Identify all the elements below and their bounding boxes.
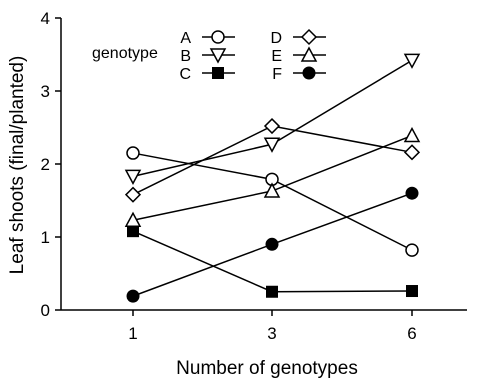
y-tick-label: 3: [41, 82, 50, 101]
y-tick-label: 1: [41, 228, 50, 247]
axes: [55, 17, 467, 316]
legend-label-a: A: [180, 30, 191, 47]
legend-label-e: E: [271, 48, 282, 65]
y-tick-label: 0: [41, 301, 50, 320]
x-tick-label: 1: [128, 324, 137, 343]
series-c-point: [266, 285, 278, 298]
legend-marker-d: [300, 28, 318, 46]
series-d-point: [124, 186, 142, 203]
x-tick-label: 3: [267, 324, 276, 343]
series-e-point: [403, 126, 421, 143]
series-f-point: [405, 186, 419, 200]
legend-marker-c: [212, 67, 224, 79]
legend-marker-b: [209, 48, 227, 64]
legend: genotype ABC DEF: [92, 28, 326, 83]
x-axis-label: Number of genotypes: [176, 358, 358, 379]
series-e-point: [124, 211, 142, 227]
series-d-point: [403, 144, 421, 161]
series-f-point: [265, 237, 279, 251]
legend-marker-e: [300, 46, 318, 62]
legend-label-c: C: [179, 66, 191, 83]
y-tick-label: 4: [41, 9, 50, 28]
series-a-point: [126, 146, 140, 160]
series-b-point: [124, 169, 142, 185]
series-a-point: [405, 243, 419, 257]
series-f-point: [126, 289, 140, 303]
y-tick-label: 2: [41, 155, 50, 174]
series-a-line: [132, 152, 413, 251]
legend-marker-f: [302, 66, 316, 80]
series-markers: [124, 53, 421, 303]
series-c-point: [406, 285, 418, 298]
legend-marker-a: [211, 30, 225, 44]
legend-label-b: B: [180, 48, 191, 65]
x-tick-label: 6: [407, 324, 416, 343]
legend-label-f: F: [272, 66, 282, 83]
y-axis-label: Leaf shoots (final/planted): [7, 56, 28, 275]
series-d-point: [263, 117, 281, 135]
legend-label-d: D: [270, 30, 282, 47]
series-b-point: [263, 137, 281, 153]
series-e-point: [263, 182, 281, 198]
series-c-point: [127, 225, 139, 238]
legend-title: genotype: [92, 45, 158, 62]
tick-labels: 0 1 2 3 4 1 3 6: [41, 9, 417, 343]
series-b-point: [403, 53, 421, 69]
